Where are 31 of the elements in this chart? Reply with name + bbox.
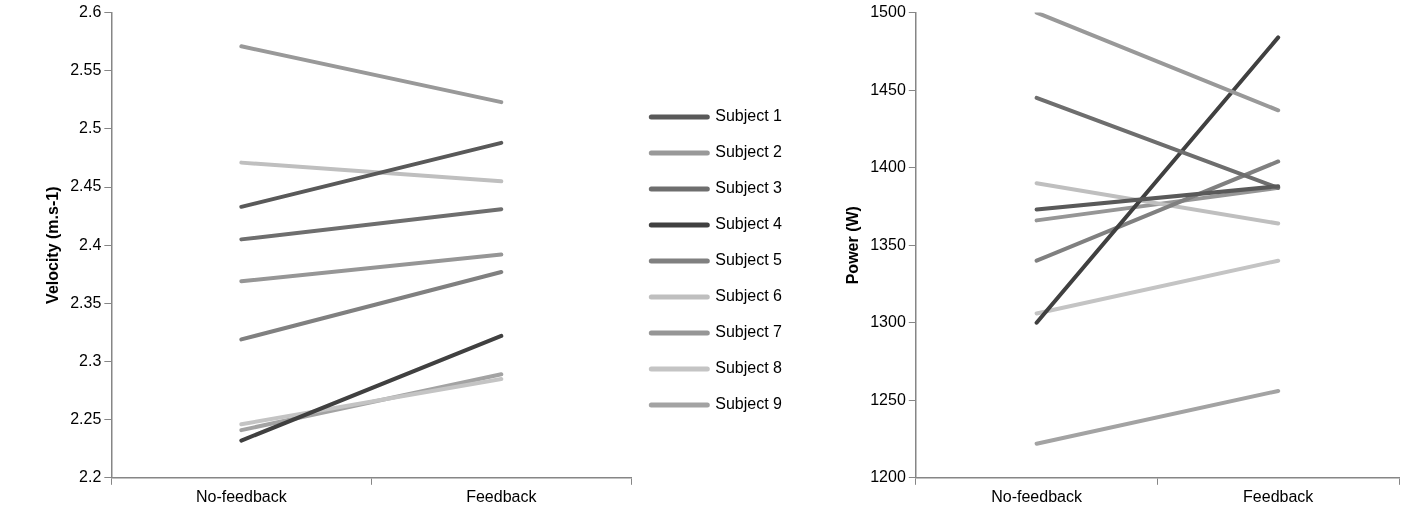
y-axis-title: Velocity (m.s-1) xyxy=(44,186,62,304)
y-axis-title: Power (W) xyxy=(844,206,862,285)
y-tick-label: 2.2 xyxy=(79,468,102,486)
y-tick-label: 2.35 xyxy=(70,293,102,311)
y-tick-label: 1250 xyxy=(870,390,906,408)
legend-label: Subject 8 xyxy=(715,359,783,377)
legend-label: Subject 5 xyxy=(715,251,783,269)
y-tick-label: 1450 xyxy=(870,80,906,98)
y-tick-label: 2.25 xyxy=(70,410,102,428)
y-tick-label: 1400 xyxy=(870,158,906,176)
y-tick-label: 2.5 xyxy=(79,119,102,137)
x-tick-label: Feedback xyxy=(1243,487,1315,505)
y-tick-label: 1300 xyxy=(870,313,906,331)
y-tick-label: 1350 xyxy=(870,235,906,253)
y-tick-label: 2.55 xyxy=(70,61,102,79)
legend-label: Subject 9 xyxy=(715,395,783,413)
legend-label: Subject 6 xyxy=(715,287,783,305)
legend-label: Subject 2 xyxy=(715,143,783,161)
legend-label: Subject 4 xyxy=(715,215,783,233)
x-tick-label: No-feedback xyxy=(195,487,288,505)
y-tick-label: 1200 xyxy=(870,468,906,486)
x-tick-label: No-feedback xyxy=(991,487,1083,505)
x-tick-label: Feedback xyxy=(466,487,538,505)
legend-label: Subject 1 xyxy=(715,107,783,125)
legend-label: Subject 7 xyxy=(715,323,783,341)
legend-label: Subject 3 xyxy=(715,179,783,197)
y-tick-label: 2.3 xyxy=(79,351,102,369)
y-tick-label: 2.6 xyxy=(79,3,102,21)
y-tick-label: 2.4 xyxy=(79,235,102,253)
y-tick-label: 2.45 xyxy=(70,177,102,195)
y-tick-label: 1500 xyxy=(870,3,906,21)
